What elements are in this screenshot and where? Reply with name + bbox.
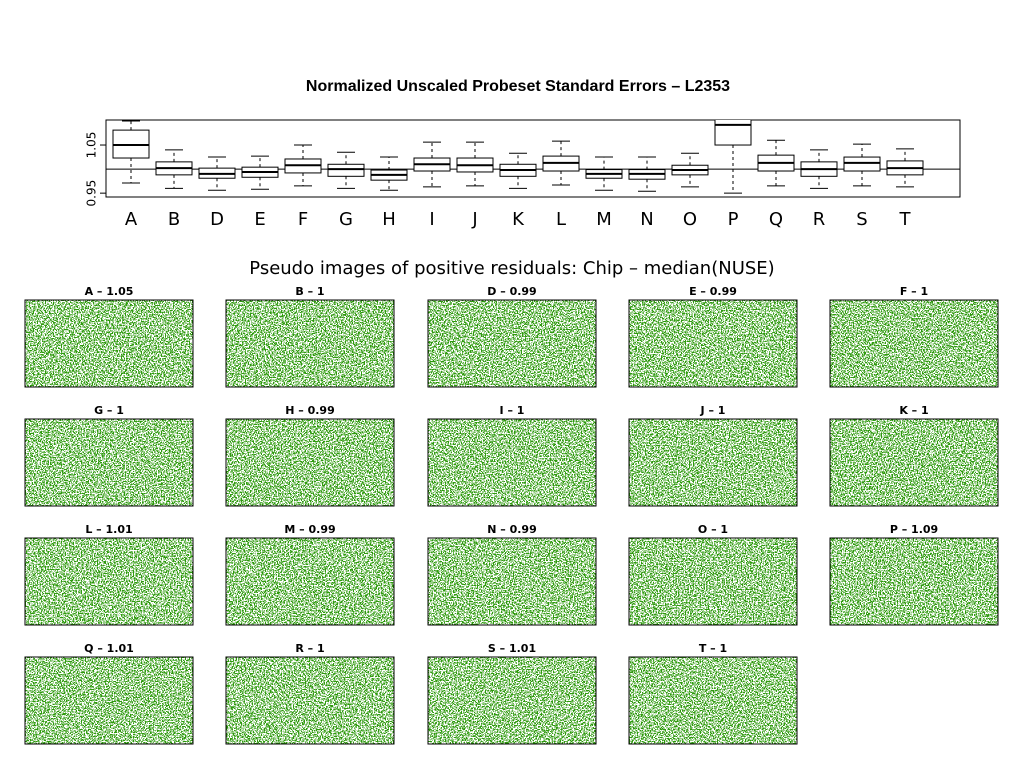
pseudo-image [428, 657, 596, 744]
panel-title: B – 1 [295, 285, 324, 298]
y-tick-label: 1.05 [85, 132, 99, 159]
panel-frame [24, 656, 194, 745]
x-tick-label: A [125, 209, 138, 230]
y-tick-label: 0.95 [85, 180, 99, 207]
panel-frame [427, 418, 597, 507]
pseudo-image [629, 419, 797, 506]
panel-frame [829, 418, 999, 507]
panel-title: Q – 1.01 [84, 642, 134, 655]
x-tick-label: T [899, 209, 912, 230]
box [327, 163, 365, 177]
panel-title: I – 1 [500, 404, 525, 417]
x-tick-label: J [471, 209, 477, 230]
panel-frame [24, 299, 194, 388]
pseudo-image [629, 657, 797, 744]
panel-frame [225, 656, 395, 745]
grid-title: Pseudo images of positive residuals: Chi… [249, 258, 774, 279]
panel-frame [427, 656, 597, 745]
panel-frame [427, 537, 597, 626]
pseudo-image [226, 657, 394, 744]
pseudo-image [25, 657, 193, 744]
panel-title: S – 1.01 [488, 642, 536, 655]
x-tick-label: B [168, 209, 180, 230]
panel-title: P – 1.09 [890, 523, 938, 536]
panel-frame [628, 656, 798, 745]
x-tick-label: N [640, 209, 653, 230]
panel-title: L – 1.01 [85, 523, 132, 536]
panel-title: J – 1 [700, 404, 726, 417]
plot-area [106, 120, 960, 194]
panel-frame [225, 537, 395, 626]
panel-title: D – 0.99 [487, 285, 536, 298]
x-tick-label: M [596, 209, 612, 230]
panel-frame [829, 299, 999, 388]
box [843, 156, 881, 172]
pseudo-image [629, 538, 797, 625]
plot-frame [105, 119, 961, 198]
panel-title: O – 1 [698, 523, 728, 536]
box-title: Normalized Unscaled Probeset Standard Er… [306, 78, 730, 95]
panel-title: F – 1 [900, 285, 928, 298]
panel-title: H – 0.99 [285, 404, 335, 417]
x-tick-label: F [298, 209, 308, 230]
panel-frame [427, 299, 597, 388]
pseudo-image [25, 538, 193, 625]
panel-title: T – 1 [699, 642, 727, 655]
x-tick-label: O [683, 209, 697, 230]
pseudo-image [25, 300, 193, 387]
pseudo-image [629, 300, 797, 387]
x-tick-label: I [429, 209, 434, 230]
pseudo-image [226, 419, 394, 506]
panel-frame [225, 418, 395, 507]
x-tick-label: Q [769, 209, 783, 230]
x-tick-label: K [512, 209, 525, 230]
panel-frame [628, 537, 798, 626]
panel-frame [24, 418, 194, 507]
pseudo-image [830, 300, 998, 387]
panel-frame [24, 537, 194, 626]
pseudo-image [830, 419, 998, 506]
x-tick-label: D [210, 209, 224, 230]
pseudo-image [830, 538, 998, 625]
x-tick-label: L [556, 209, 566, 230]
panel-frame [225, 299, 395, 388]
panel-title: K – 1 [899, 404, 928, 417]
x-tick-label: R [813, 209, 826, 230]
pseudo-image [428, 419, 596, 506]
panel-title: G – 1 [94, 404, 124, 417]
panel-frame [628, 299, 798, 388]
panel-title: M – 0.99 [284, 523, 335, 536]
pseudo-image [428, 538, 596, 625]
x-tick-label: H [382, 209, 396, 230]
panel-title: R – 1 [295, 642, 324, 655]
panel-frame [829, 537, 999, 626]
pseudo-image [226, 300, 394, 387]
panel-title: A – 1.05 [85, 285, 134, 298]
x-tick-label: E [254, 209, 265, 230]
panel-frame [628, 418, 798, 507]
pseudo-image [428, 300, 596, 387]
x-tick-label: P [728, 209, 739, 230]
panel-title: E – 0.99 [689, 285, 737, 298]
pseudo-image [25, 419, 193, 506]
pseudo-image [226, 538, 394, 625]
panel-title: N – 0.99 [487, 523, 537, 536]
x-tick-label: S [856, 209, 867, 230]
x-tick-label: G [339, 209, 353, 230]
